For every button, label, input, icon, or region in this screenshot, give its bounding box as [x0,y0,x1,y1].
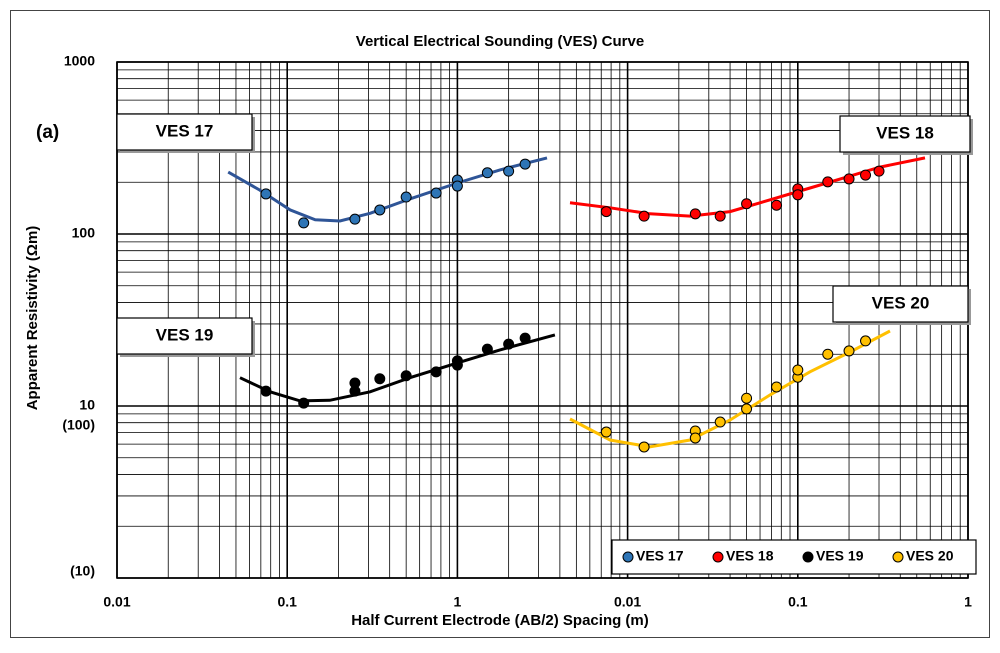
data-point [374,204,386,216]
data-point [349,385,361,397]
annotation-box [839,115,971,153]
data-point [503,338,515,350]
x-tick-label: 0.01 [103,594,130,610]
y-tick-label: 10 [79,397,95,413]
legend-label: VES 19 [816,548,864,564]
data-point [349,213,361,225]
data-point [600,426,612,438]
data-point [451,359,463,371]
data-point [822,176,834,188]
data-point [741,198,753,210]
y-tick-label: 100 [72,225,96,241]
data-point [822,348,834,360]
x-tick-label: 1 [454,594,462,610]
legend-box [611,539,977,575]
data-point [843,345,855,357]
panel-label: (a) [36,122,59,143]
annotation-box [116,113,253,151]
legend-marker [712,551,724,563]
data-point [374,373,386,385]
data-point [298,217,310,229]
data-point [873,165,885,177]
x-tick-label: 0.1 [788,594,808,610]
x-axis-label: Half Current Electrode (AB/2) Spacing (m… [351,612,649,629]
data-point [430,187,442,199]
data-point [741,392,753,404]
y-axis-label: Apparent Resistivity (Ωm) [24,226,41,411]
x-tick-label: 1 [964,594,972,610]
x-tick-label: 0.01 [614,594,641,610]
annotation-text: VES 19 [156,325,214,344]
data-point [843,173,855,185]
annotation-text: VES 18 [876,123,934,142]
annotation-box [832,285,969,323]
legend-marker [802,551,814,563]
data-point [771,199,783,211]
data-point [689,432,701,444]
chart-title: Vertical Electrical Sounding (VES) Curve [356,33,644,50]
annotation-text: VES 17 [156,121,214,140]
data-point [400,370,412,382]
data-point [481,343,493,355]
y-tick-label: (100) [62,417,95,433]
data-point [638,210,650,222]
data-point [430,366,442,378]
legend-label: VES 18 [726,548,774,564]
data-point [771,381,783,393]
data-point [600,206,612,218]
annotation-text: VES 20 [872,293,930,312]
data-point [860,335,872,347]
data-point [503,165,515,177]
legend-label: VES 17 [636,548,684,564]
data-point [689,208,701,220]
fit-curve [569,329,891,449]
legend-marker [892,551,904,563]
y-tick-label: 1000 [64,53,95,69]
data-point [792,189,804,201]
data-point [481,167,493,179]
y-tick-label: (10) [70,563,95,579]
data-point [451,180,463,192]
data-point [260,188,272,200]
data-point [792,364,804,376]
data-point [519,332,531,344]
data-point [714,210,726,222]
data-point [860,169,872,181]
data-point [298,397,310,409]
legend-marker [622,551,634,563]
data-point [714,416,726,428]
data-point [741,403,753,415]
data-point [519,158,531,170]
x-tick-label: 0.1 [277,594,297,610]
data-point [260,385,272,397]
data-point [400,191,412,203]
annotation-box [116,317,253,355]
data-point [638,441,650,453]
legend-label: VES 20 [906,548,954,564]
